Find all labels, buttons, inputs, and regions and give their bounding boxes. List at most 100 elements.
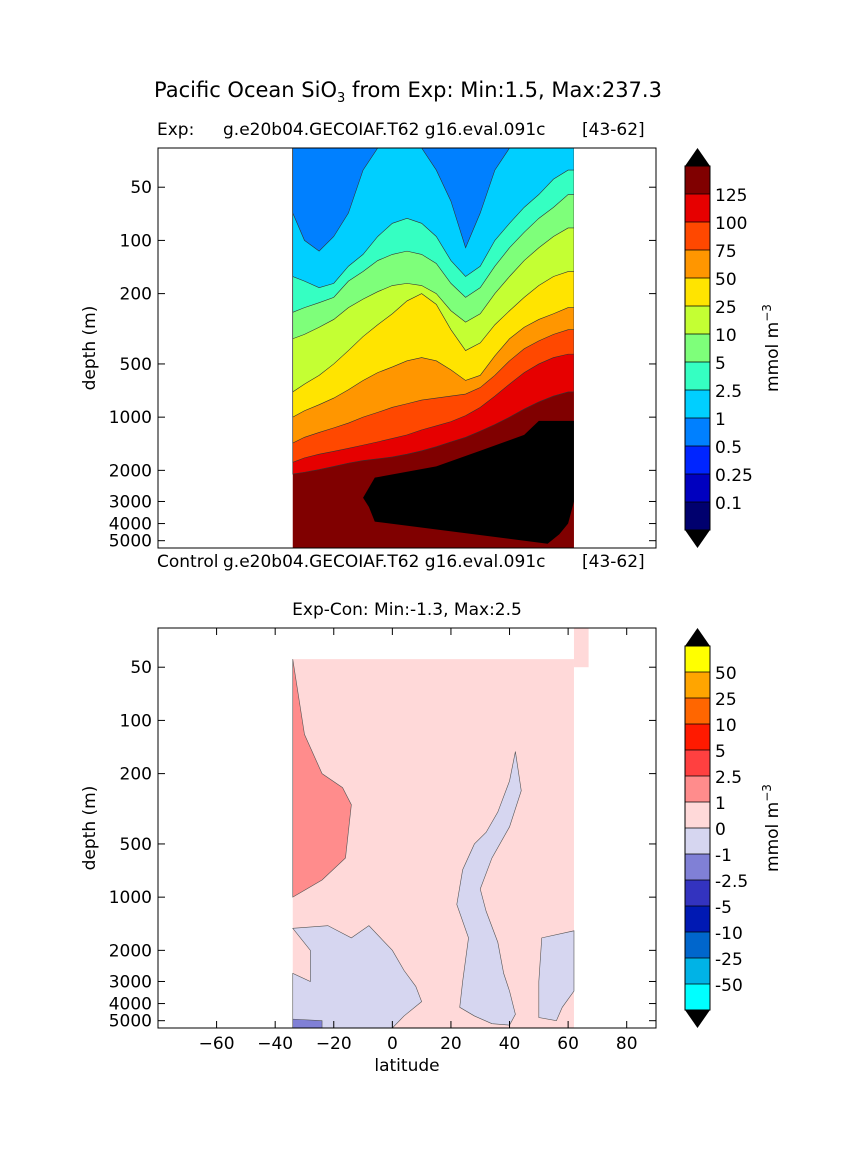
colorbar-tick-label: -2.5 — [715, 872, 748, 892]
plot-frame — [157, 627, 657, 1029]
colorbar-swatch — [685, 166, 710, 194]
colorbar-tick-label: 0.5 — [715, 438, 742, 458]
colorbar-swatch — [685, 474, 710, 502]
colorbar-swatch — [685, 334, 710, 362]
colorbar-swatch — [685, 880, 710, 906]
difference-panel-title: Exp-Con: Min:-1.3, Max:2.5 — [292, 600, 522, 620]
colorbar-tick-label: -10 — [715, 924, 743, 944]
diff-fill-base — [573, 628, 589, 668]
colorbar-tick-label: -5 — [715, 898, 732, 918]
y-tick-label: 4000 — [109, 515, 152, 535]
colorbar-tick-label: 5 — [715, 742, 726, 762]
colorbar-tick-label: 10 — [715, 326, 737, 346]
diff-region — [292, 659, 352, 898]
x-tick-label: 40 — [499, 1034, 521, 1054]
exp-panel-label: Exp: — [157, 120, 195, 140]
exp-fill-band — [292, 148, 574, 252]
y-tick-label: 3000 — [109, 492, 152, 512]
diff-contour-layer — [292, 628, 589, 1028]
colorbar-tick-label: -25 — [715, 950, 743, 970]
colorbar-swatch — [685, 828, 710, 854]
exp-land-mask — [573, 148, 656, 548]
exp-contour-layer — [292, 148, 656, 548]
y-tick-label: 1000 — [109, 888, 152, 908]
colorbar-tick-label: 2.5 — [715, 768, 742, 788]
y-axis-label: depth (m) — [80, 306, 100, 391]
colorbar-swatch — [685, 776, 710, 802]
y-tick-label: 200 — [120, 285, 152, 305]
colorbar-tick-label: 5 — [715, 354, 726, 374]
colorbar-swatch — [685, 854, 710, 880]
colorbar-swatch — [685, 250, 710, 278]
x-tick-label: 60 — [557, 1034, 579, 1054]
y-tick-label: 50 — [130, 658, 152, 678]
colorbar-tick-label: 0.1 — [715, 494, 742, 514]
colorbar-swatch — [685, 362, 710, 390]
colorbar-tick-label: -50 — [715, 976, 743, 996]
colorbar-tick-label: 75 — [715, 242, 737, 262]
figure-title: Pacific Ocean SiO3 from Exp: Min:1.5, Ma… — [154, 78, 662, 107]
diff-region — [456, 751, 522, 1026]
control-panel-run-name: g.e20b04.GECOIAF.T62 g16.eval.091c — [223, 552, 546, 572]
y-tick-label: 3000 — [109, 972, 152, 992]
colorbar-tick-label: 50 — [715, 270, 737, 290]
exp-panel-year-range: [43-62] — [582, 120, 645, 140]
colorbar-extend-top — [685, 148, 710, 166]
x-tick-label: −40 — [257, 1034, 293, 1054]
y-tick-label: 5000 — [109, 1012, 152, 1032]
colorbar-swatch — [685, 446, 710, 474]
exp-black-deep-region — [363, 420, 574, 544]
colorbar-tick-label: -1 — [715, 846, 732, 866]
colorbar-tick-label: 10 — [715, 716, 737, 736]
y-tick-label: 500 — [120, 835, 152, 855]
y-tick-label: 200 — [120, 765, 152, 785]
colorbar-swatch — [685, 646, 710, 672]
colorbar-swatch — [685, 502, 710, 530]
y-tick-label: 2000 — [109, 941, 152, 961]
colorbar-swatch — [685, 906, 710, 932]
colorbar-swatch — [685, 672, 710, 698]
colorbar-swatch — [685, 932, 710, 958]
colorbar-swatch — [685, 750, 710, 776]
colorbar-extend-bottom — [685, 1010, 710, 1028]
control-panel-label: Control — [157, 552, 219, 572]
colorbar-swatch — [685, 698, 710, 724]
colorbar-swatch — [685, 984, 710, 1010]
exp-panel-run-name: g.e20b04.GECOIAF.T62 g16.eval.091c — [223, 120, 546, 140]
colorbar-tick-label: 25 — [715, 690, 737, 710]
colorbar-swatch — [685, 418, 710, 446]
x-tick-label: 80 — [616, 1034, 638, 1054]
colorbar-swatch — [685, 802, 710, 828]
diff-region — [292, 925, 423, 1028]
y-tick-label: 5000 — [109, 532, 152, 552]
y-axis-label: depth (m) — [80, 786, 100, 871]
x-tick-label: −20 — [316, 1034, 352, 1054]
y-tick-label: 500 — [120, 355, 152, 375]
colorbar-tick-label: 0 — [715, 820, 726, 840]
colorbar-tick-label: 50 — [715, 664, 737, 684]
colorbar-extend-bottom — [685, 530, 710, 548]
x-tick-label: 0 — [387, 1034, 398, 1054]
y-tick-label: 4000 — [109, 995, 152, 1015]
colorbar-tick-label: 100 — [715, 214, 747, 234]
colorbar-tick-label: 1 — [715, 794, 726, 814]
x-tick-label: −60 — [199, 1034, 235, 1054]
colorbar-swatch — [685, 958, 710, 984]
colorbar-units-label: mmol m−3 — [760, 784, 783, 872]
x-axis-label: latitude — [374, 1056, 440, 1076]
diff-region — [538, 930, 575, 1022]
colorbar-units-label: mmol m−3 — [760, 304, 783, 392]
control-panel-year-range: [43-62] — [582, 552, 645, 572]
plot-frame — [157, 147, 657, 549]
y-tick-label: 2000 — [109, 461, 152, 481]
y-tick-label: 50 — [130, 178, 152, 198]
colorbar-swatch — [685, 306, 710, 334]
colorbar-tick-label: 25 — [715, 298, 737, 318]
y-tick-label: 1000 — [109, 408, 152, 428]
y-tick-label: 100 — [120, 711, 152, 731]
colorbar-swatch — [685, 222, 710, 250]
colorbar-swatch — [685, 278, 710, 306]
colorbar-extend-top — [685, 628, 710, 646]
colorbar-swatch — [685, 390, 710, 418]
